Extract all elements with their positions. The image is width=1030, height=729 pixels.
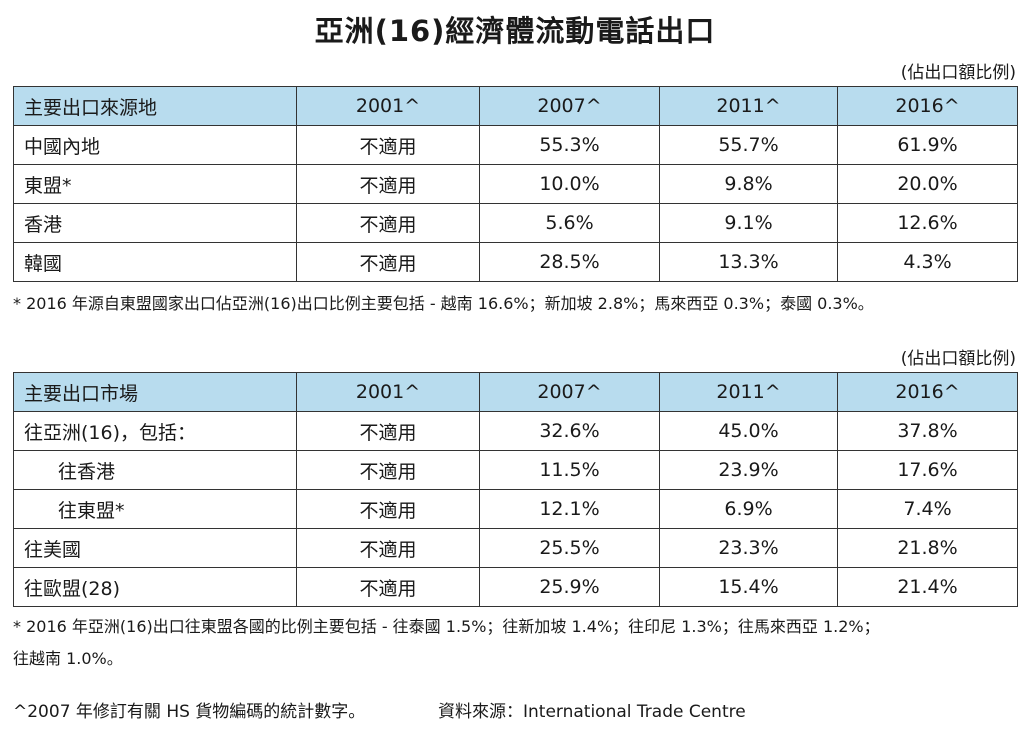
table-cell: 9.1% [659,203,838,243]
column-header: 主要出口來源地 [13,86,297,126]
table-cell: 37.8% [837,411,1018,451]
row-label: 香港 [13,203,297,243]
table-cell: 不適用 [296,567,480,607]
column-header: 主要出口市場 [13,372,297,412]
table-cell: 7.4% [837,489,1018,529]
table-cell: 不適用 [296,164,480,204]
column-header: 2007^ [479,86,660,126]
table-row: 韓國 不適用 28.5% 13.3% 4.3% [13,242,1018,282]
table-cell: 21.8% [837,528,1018,568]
table-cell: 55.3% [479,125,660,165]
table-cell: 不適用 [296,242,480,282]
table-header-row: 主要出口市場 2001^ 2007^ 2011^ 2016^ [13,372,1018,412]
page-title: 亞洲(16)經濟體流動電話出口 [314,14,716,48]
table-cell: 4.3% [837,242,1018,282]
row-label: 往美國 [13,528,297,568]
row-label: 往歐盟(28) [13,567,297,607]
row-label: 東盟* [13,164,297,204]
table-row: 往東盟* 不適用 12.1% 6.9% 7.4% [13,489,1018,529]
table-row: 香港 不適用 5.6% 9.1% 12.6% [13,203,1018,243]
table2-footnote-line2: 往越南 1.0%。 [13,649,123,668]
row-label: 往東盟* [13,489,297,529]
row-label: 往亞洲(16)，包括： [13,411,297,451]
table-header-row: 主要出口來源地 2001^ 2007^ 2011^ 2016^ [13,86,1018,126]
column-header: 2001^ [296,86,480,126]
table-cell: 不適用 [296,450,480,490]
table-cell: 不適用 [296,489,480,529]
export-market-table: 主要出口市場 2001^ 2007^ 2011^ 2016^ 往亞洲(16)，包… [13,372,1018,607]
table-cell: 20.0% [837,164,1018,204]
column-header: 2011^ [659,86,838,126]
table-cell: 61.9% [837,125,1018,165]
table-cell: 55.7% [659,125,838,165]
unit-label-1: (佔出口額比例) [900,63,1016,83]
table-cell: 13.3% [659,242,838,282]
table-cell: 5.6% [479,203,660,243]
revision-note: ^2007 年修訂有關 HS 貨物編碼的統計數字。 [13,702,366,722]
column-header: 2011^ [659,372,838,412]
row-label: 中國內地 [13,125,297,165]
table-cell: 23.3% [659,528,838,568]
column-header: 2016^ [837,86,1018,126]
column-header: 2016^ [837,372,1018,412]
column-header: 2007^ [479,372,660,412]
table-cell: 25.5% [479,528,660,568]
table-cell: 不適用 [296,203,480,243]
table-cell: 45.0% [659,411,838,451]
row-label: 韓國 [13,242,297,282]
table-row: 往歐盟(28) 不適用 25.9% 15.4% 21.4% [13,567,1018,607]
table1-footnote: * 2016 年源自東盟國家出口佔亞洲(16)出口比例主要包括 - 越南 16.… [13,294,874,313]
table-cell: 23.9% [659,450,838,490]
table-cell: 6.9% [659,489,838,529]
table-cell: 12.6% [837,203,1018,243]
table-cell: 不適用 [296,528,480,568]
table-row: 中國內地 不適用 55.3% 55.7% 61.9% [13,125,1018,165]
table-row: 東盟* 不適用 10.0% 9.8% 20.0% [13,164,1018,204]
table-row: 往美國 不適用 25.5% 23.3% 21.8% [13,528,1018,568]
table-cell: 不適用 [296,411,480,451]
table-cell: 15.4% [659,567,838,607]
table-row: 往香港 不適用 11.5% 23.9% 17.6% [13,450,1018,490]
table-cell: 21.4% [837,567,1018,607]
export-source-table: 主要出口來源地 2001^ 2007^ 2011^ 2016^ 中國內地 不適用… [13,86,1018,282]
table-cell: 9.8% [659,164,838,204]
table-cell: 28.5% [479,242,660,282]
table-cell: 32.6% [479,411,660,451]
source-note: 資料來源：International Trade Centre [438,702,746,722]
table-cell: 25.9% [479,567,660,607]
table-cell: 10.0% [479,164,660,204]
table-cell: 17.6% [837,450,1018,490]
table-cell: 不適用 [296,125,480,165]
table-cell: 11.5% [479,450,660,490]
unit-label-2: (佔出口額比例) [900,349,1016,369]
row-label: 往香港 [13,450,297,490]
table2-footnote-line1: * 2016 年亞洲(16)出口往東盟各國的比例主要包括 - 往泰國 1.5%；… [13,617,880,636]
column-header: 2001^ [296,372,480,412]
table-cell: 12.1% [479,489,660,529]
table-row: 往亞洲(16)，包括： 不適用 32.6% 45.0% 37.8% [13,411,1018,451]
